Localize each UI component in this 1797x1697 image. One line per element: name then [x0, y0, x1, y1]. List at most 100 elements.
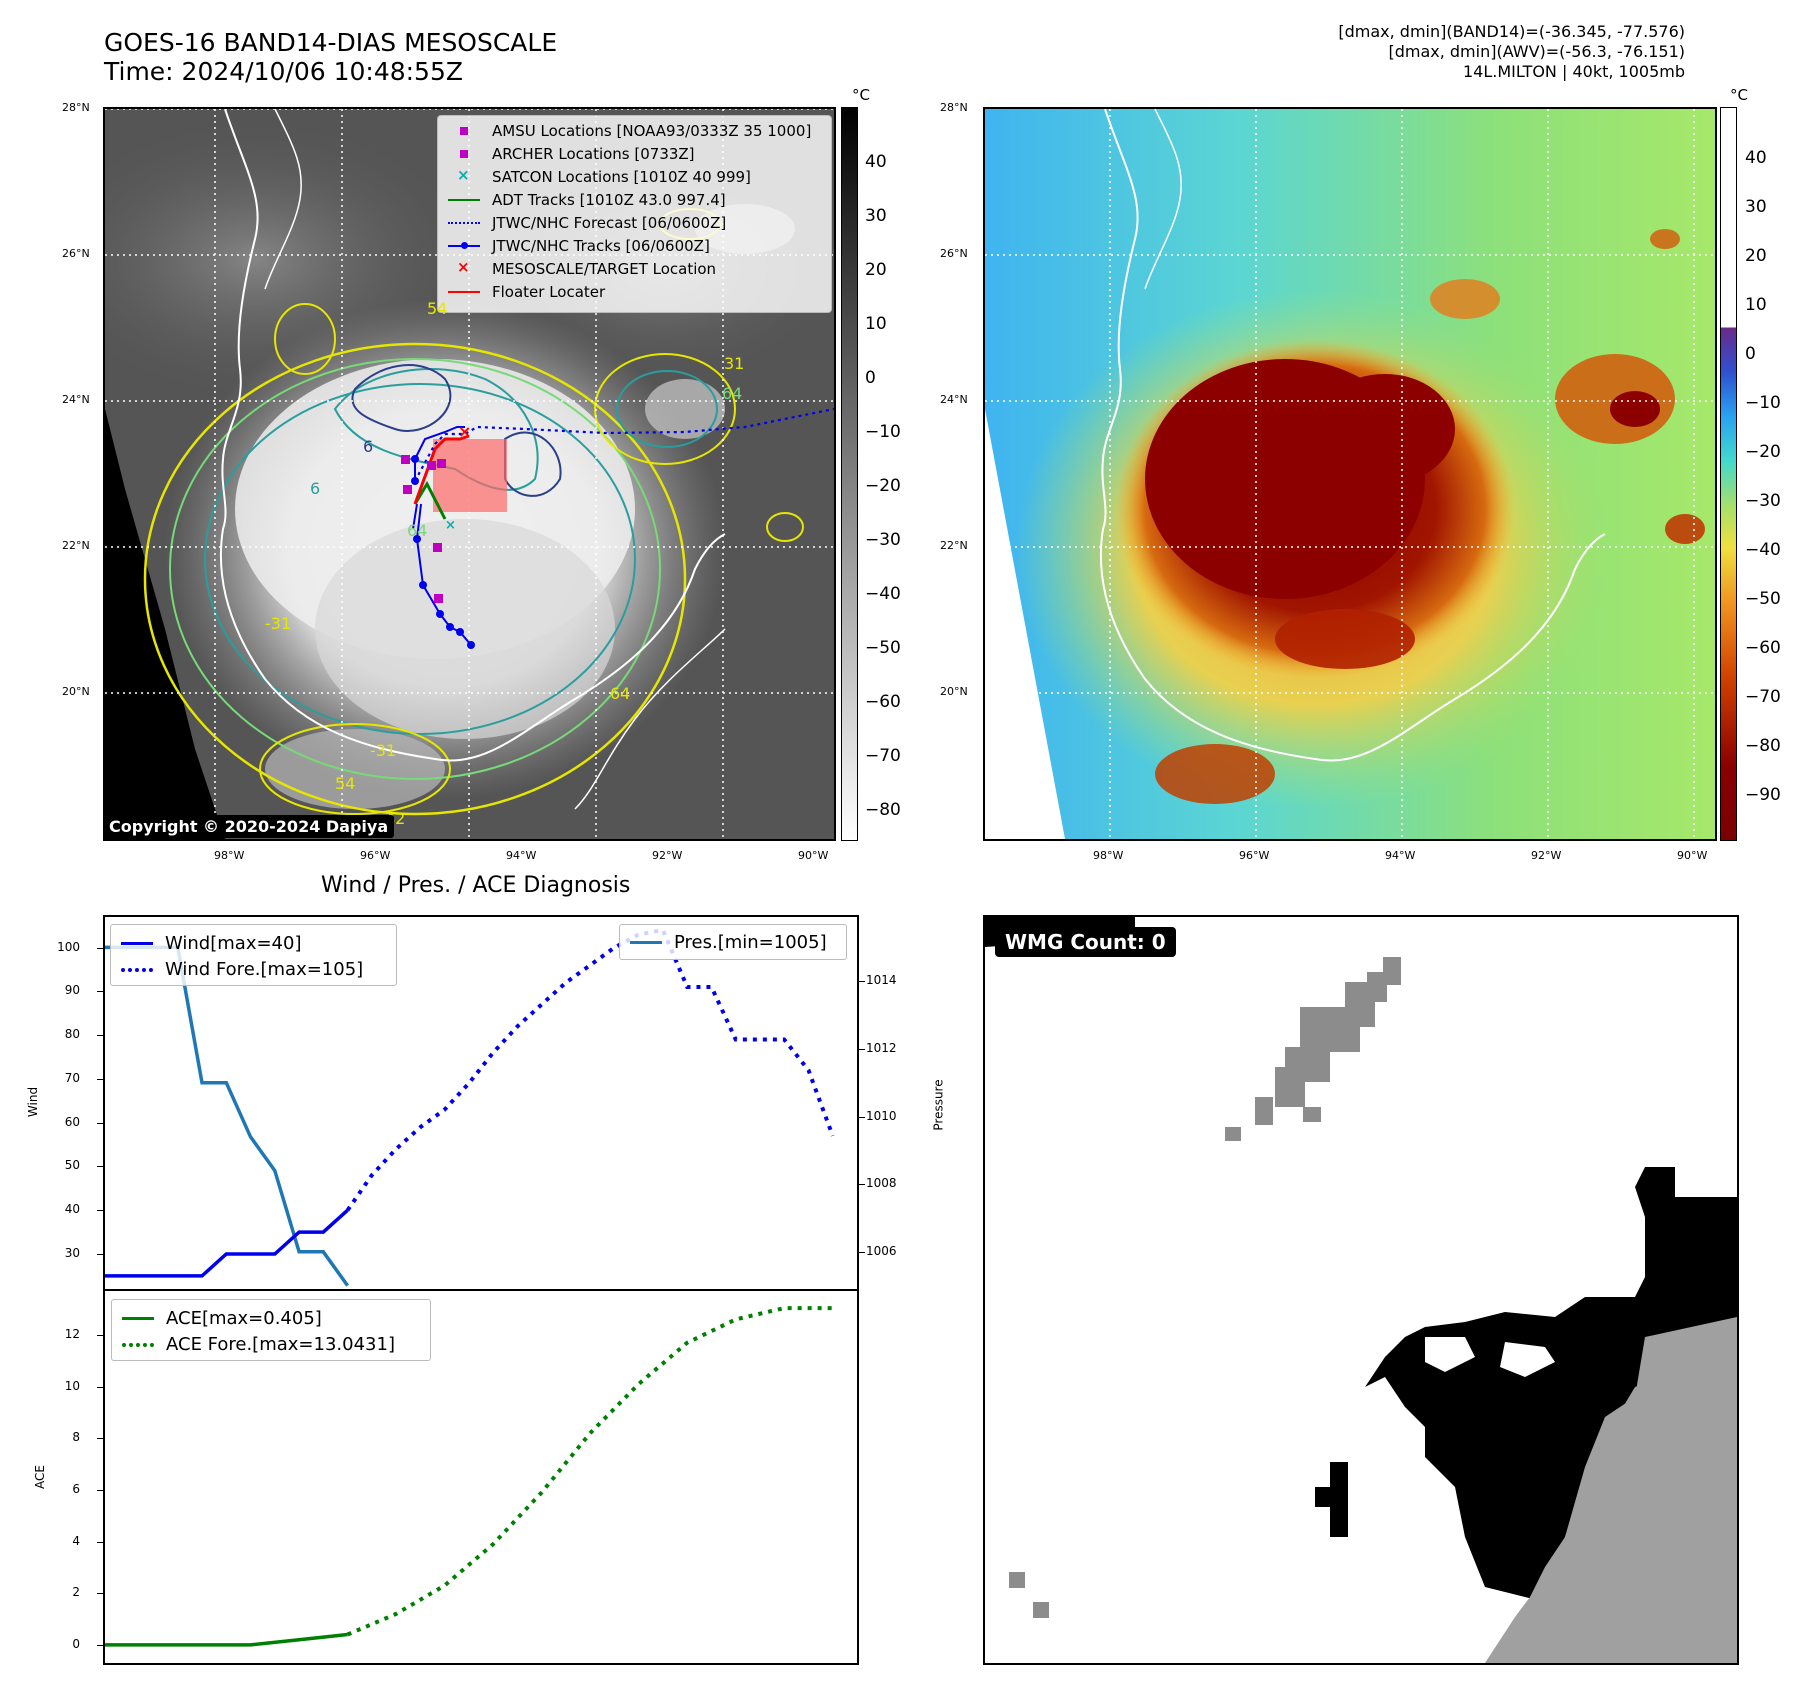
ir-colorbar-unit: °C	[852, 86, 870, 104]
legend-item-tracks: JTWC/NHC Tracks [06/0600Z]	[446, 237, 710, 255]
contour-label: -31	[370, 741, 397, 760]
svg-text:×: ×	[445, 518, 456, 533]
lon-label: 92°W	[652, 849, 683, 862]
contour-label: 31	[724, 354, 745, 373]
ir-colorbar-tick: −80	[865, 800, 901, 820]
ace-tick-mark	[97, 1334, 103, 1336]
pressure-tick: 1006	[866, 1243, 897, 1258]
ace-tick: 0	[72, 1636, 80, 1651]
awv-colorbar-tick: −40	[1745, 540, 1781, 560]
ace-legend: ACE[max=0.405] ACE Fore.[max=13.0431]	[111, 1299, 431, 1361]
contour-label: 6	[363, 437, 374, 456]
wind-forecast-line	[345, 927, 835, 1212]
awv-colorbar-tick: −30	[1745, 491, 1781, 511]
lat-label: 28°N	[62, 101, 90, 114]
lat-label: 22°N	[62, 539, 90, 552]
ace-panel: ACE[max=0.405] ACE Fore.[max=13.0431]	[103, 1289, 859, 1665]
lon-label: 96°W	[1239, 849, 1270, 862]
wind-tick-mark	[97, 1166, 103, 1168]
ir-colorbar-tick: 30	[865, 206, 887, 226]
lon-label: 90°W	[798, 849, 829, 862]
legend-item-archer: ARCHER Locations [0733Z]	[446, 145, 695, 163]
awv-map-image	[985, 109, 1715, 839]
wind-tick: 50	[64, 1158, 80, 1173]
figure-title: GOES-16 BAND14-DIAS MESOSCALE	[104, 28, 558, 57]
contour-label: 54	[427, 299, 448, 318]
awv-colorbar-tick: 0	[1745, 344, 1756, 364]
ace-forecast-line	[346, 1306, 833, 1637]
legend-item-adt: ADT Tracks [1010Z 43.0 997.4]	[446, 191, 726, 209]
wind-tick: 30	[64, 1245, 80, 1260]
ace-tick-mark	[97, 1644, 103, 1646]
legend-item-ace: ACE[max=0.405]	[120, 1308, 322, 1329]
ace-tick-mark	[97, 1593, 103, 1595]
awv-colorbar-tick: 10	[1745, 295, 1767, 315]
wmg-panel: WMG Count: 0	[983, 915, 1739, 1665]
wind-tick-mark	[97, 1122, 103, 1124]
legend-item-satcon: × SATCON Locations [1010Z 40 999]	[457, 166, 751, 186]
svg-text:×: ×	[458, 422, 471, 441]
ace-axis-label: ACE	[32, 1465, 47, 1489]
lat-label: 20°N	[62, 685, 90, 698]
legend-item-ace-fore: ACE Fore.[max=13.0431]	[120, 1334, 395, 1355]
awv-colorbar-tick: −90	[1745, 785, 1781, 805]
legend-item-wind: Wind[max=40]	[119, 933, 302, 954]
legend-item-mesoscale: × MESOSCALE/TARGET Location	[457, 258, 717, 278]
pressure-tick-mark	[859, 1048, 865, 1050]
ir-colorbar-tick: −20	[865, 476, 901, 496]
wmg-image	[985, 917, 1737, 1663]
awv-colorbar-tick: 40	[1745, 148, 1767, 168]
awv-colorbar	[1720, 107, 1737, 841]
lat-label: 24°N	[940, 393, 968, 406]
info-band14-range: [dmax, dmin](BAND14)=(-36.345, -77.576)	[1338, 22, 1685, 41]
ace-tick: 4	[72, 1533, 80, 1548]
diag-title: Wind / Pres. / ACE Diagnosis	[321, 873, 631, 898]
ir-colorbar-tick: −70	[865, 746, 901, 766]
lat-label: 26°N	[62, 247, 90, 260]
awv-colorbar-tick: 20	[1745, 246, 1767, 266]
pressure-tick-mark	[859, 1116, 865, 1118]
legend-item-pres: Pres.[min=1005]	[628, 932, 827, 953]
ace-tick: 12	[64, 1326, 80, 1341]
awv-map-panel	[983, 107, 1717, 841]
info-awv-range: [dmax, dmin](AWV)=(-56.3, -76.151)	[1388, 42, 1685, 61]
pressure-tick-mark	[859, 1251, 865, 1253]
ir-colorbar-tick: −10	[865, 422, 901, 442]
ir-colorbar	[841, 107, 858, 841]
lon-label: 90°W	[1677, 849, 1708, 862]
wind-tick: 100	[57, 939, 80, 954]
wind-tick: 60	[64, 1114, 80, 1129]
pres-legend: Pres.[min=1005]	[619, 924, 847, 960]
ir-colorbar-tick: −60	[865, 692, 901, 712]
wind-tick-mark	[97, 1035, 103, 1037]
ir-colorbar-tick: 40	[865, 152, 887, 172]
ace-tick: 8	[72, 1430, 80, 1445]
awv-colorbar-tick: −20	[1745, 442, 1781, 462]
lon-label: 98°W	[1093, 849, 1124, 862]
pressure-tick: 1008	[866, 1176, 897, 1191]
pressure-axis-label: Pressure	[931, 1079, 946, 1131]
wind-tick-mark	[97, 1210, 103, 1212]
ir-map-panel: × × AMSU Locations [NOAA93/0333Z 35 1000…	[103, 107, 836, 841]
contour-label: 54	[335, 774, 356, 793]
awv-colorbar-unit: °C	[1730, 86, 1748, 104]
contour-label: 64	[722, 384, 743, 403]
pressure-tick: 1010	[866, 1108, 897, 1123]
ir-colorbar-tick: −40	[865, 584, 901, 604]
lat-label: 26°N	[940, 247, 968, 260]
pressure-line	[105, 945, 350, 1287]
legend-item-forecast: JTWC/NHC Forecast [06/0600Z]	[446, 214, 726, 232]
wind-tick-mark	[97, 1253, 103, 1255]
ir-colorbar-tick: 10	[865, 314, 887, 334]
lon-label: 94°W	[506, 849, 537, 862]
ir-colorbar-tick: 20	[865, 260, 887, 280]
legend-item-floater: Floater Locater	[446, 283, 605, 301]
wind-tick-mark	[97, 947, 103, 949]
awv-colorbar-tick: −10	[1745, 393, 1781, 413]
wind-axis-label: Wind	[26, 1086, 41, 1118]
wind-tick: 80	[64, 1027, 80, 1042]
ace-line	[105, 1632, 348, 1647]
wind-legend: Wind[max=40] Wind Fore.[max=105]	[110, 924, 397, 986]
awv-colorbar-tick: −60	[1745, 638, 1781, 658]
ir-colorbar-tick: −50	[865, 638, 901, 658]
